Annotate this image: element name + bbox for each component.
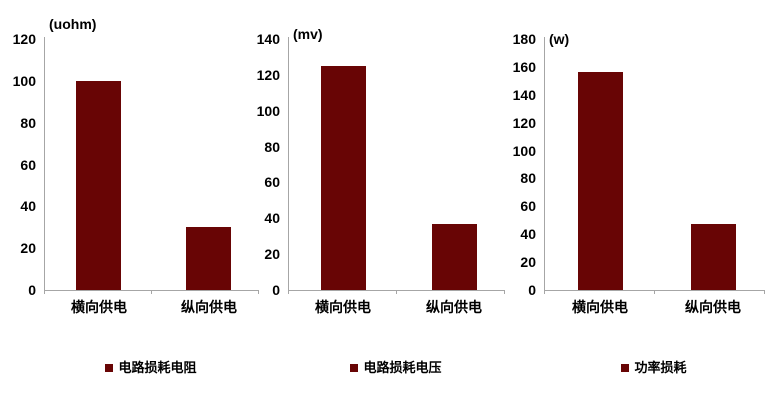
bar-横向供电 (321, 66, 366, 290)
y-axis (288, 37, 289, 294)
legend-marker-icon (105, 364, 114, 372)
bar-横向供电 (76, 81, 121, 290)
legend-label: 电路损耗电阻 (118, 360, 197, 375)
legend-item: 功率损耗 (564, 361, 744, 375)
y-axis-tick-label: 20 (520, 254, 536, 271)
y-axis-tick-label: 80 (520, 170, 536, 187)
legend-marker-icon (621, 364, 630, 372)
x-axis-category-label: 纵向供电 (685, 299, 741, 315)
y-axis-tick-label: 160 (512, 58, 536, 75)
bar-横向供电 (578, 72, 623, 290)
y-axis-tick-label: 120 (256, 66, 280, 83)
axis-unit-label: (uohm) (49, 16, 97, 32)
bar-纵向供电 (691, 224, 736, 290)
x-axis-category-label: 横向供电 (71, 299, 127, 315)
y-axis-tick-label: 60 (520, 198, 536, 215)
chart-panel-1: 0 20 40 60 80 100 120 (uohm) 横向供电 纵向供电电路损耗电阻 (0, 0, 259, 402)
x-axis-category-label: 横向供电 (572, 299, 628, 315)
x-axis-category-label: 纵向供电 (426, 299, 482, 315)
y-axis-tick-label: 140 (512, 86, 536, 103)
y-axis-tick-label: 100 (512, 142, 536, 159)
x-axis-tick (764, 290, 765, 294)
y-axis-tick-label: 100 (256, 102, 280, 119)
y-axis-tick-label: 80 (264, 138, 280, 155)
x-axis-tick (504, 290, 505, 294)
legend-item: 电路损耗电压 (306, 361, 486, 375)
y-axis-tick-label: 120 (12, 31, 36, 47)
y-axis-tick-label: 20 (20, 240, 36, 257)
y-axis-tick-label: 20 (264, 246, 280, 263)
y-axis-tick-label: 0 (272, 282, 280, 298)
y-axis-tick-label: 180 (512, 31, 536, 47)
x-axis-category-label: 纵向供电 (181, 299, 237, 315)
y-axis-tick-label: 80 (20, 114, 36, 131)
y-axis-tick-label: 120 (512, 114, 536, 131)
legend-item: 电路损耗电阻 (61, 361, 241, 375)
chart-panel-2: 0 20 40 60 80 100 120 140 (mv) 横向供电 纵向供电电路损耗电压 (256, 0, 512, 402)
legend-label: 电路损耗电压 (363, 360, 442, 375)
chart-panel-3: 0 20 40 60 80 100 120 140 160 180 (w) 横向供电 纵向供电功率损耗 (512, 0, 768, 402)
axis-unit-label: (w) (549, 31, 570, 47)
y-axis (44, 37, 45, 294)
y-axis-tick-label: 0 (528, 282, 536, 298)
legend-marker-icon (350, 364, 359, 372)
y-axis-tick-label: 60 (20, 156, 36, 173)
y-axis-tick-label: 140 (256, 31, 280, 47)
axis-unit-label: (mv) (293, 26, 323, 42)
x-axis-tick (654, 290, 655, 294)
x-axis-tick (151, 290, 152, 294)
y-axis-tick-label: 40 (264, 210, 280, 227)
legend-label: 功率损耗 (634, 360, 687, 375)
y-axis-tick-label: 60 (264, 174, 280, 191)
y-axis-tick-label: 40 (20, 198, 36, 215)
y-axis-tick-label: 40 (520, 226, 536, 243)
bar-纵向供电 (432, 224, 477, 290)
x-axis-tick (258, 290, 259, 294)
x-axis-category-label: 横向供电 (315, 299, 371, 315)
y-axis-tick-label: 0 (28, 282, 36, 298)
y-axis (544, 37, 545, 294)
x-axis-tick (396, 290, 397, 294)
y-axis-tick-label: 100 (12, 72, 36, 89)
bar-纵向供电 (186, 227, 231, 290)
